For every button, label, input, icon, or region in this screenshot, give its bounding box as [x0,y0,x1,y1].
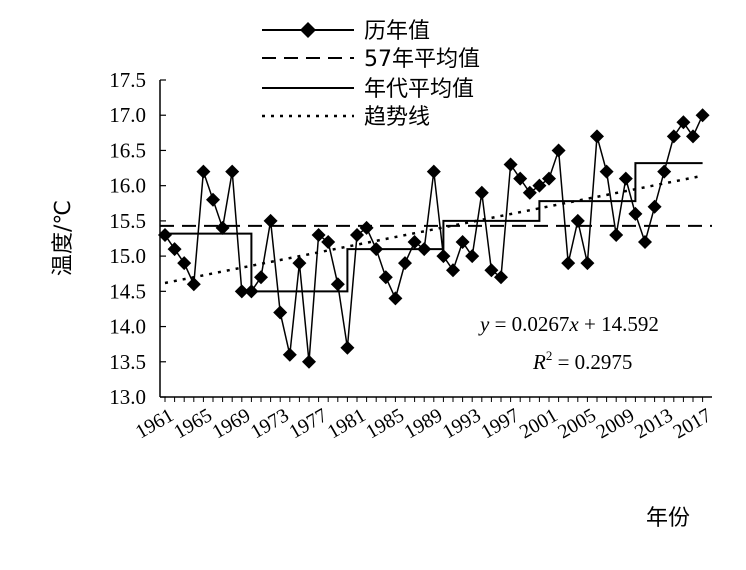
data-point-2017 [695,108,710,123]
data-point-1965 [196,164,211,179]
data-point-2011 [638,235,652,250]
data-point-1989 [426,164,441,179]
data-point-2013 [657,164,672,179]
x-axis-label: 年份 [646,506,690,531]
x-tick-label: 2017 [669,404,715,443]
data-point-1999 [522,185,537,200]
y-tick-label: 13.0 [109,385,146,409]
series-trend [164,174,703,285]
data-point-2012 [647,199,662,214]
data-point-1962 [167,242,182,257]
data-point-1984 [378,270,393,285]
data-point-1996 [494,270,508,285]
y-tick-label: 17.5 [109,68,146,92]
x-axis-ticks: 1961196519691973197719811985198919931997… [132,397,715,443]
decadal-step-path [165,162,703,293]
data-point-2007 [599,164,614,179]
data-point-2004 [570,213,585,228]
legend-label-decadal: 年代平均值 [364,77,474,102]
data-point-1987 [407,235,422,250]
equation-intercept: + 14.592 [579,312,659,336]
data-point-1991 [446,263,460,278]
r-squared-value: = 0.2975 [552,350,632,374]
data-point-1980 [340,340,355,355]
data-point-2005 [580,256,595,271]
data-point-1968 [225,164,240,179]
data-point-1969 [234,284,249,299]
data-point-1972 [263,213,278,228]
data-point-1971 [254,270,268,285]
y-tick-label: 14.0 [109,315,146,339]
data-point-1985 [388,291,403,306]
data-point-2001 [542,171,556,186]
legend-label-trend: 趋势线 [364,105,430,130]
r-superscript: 2 [546,348,553,363]
trend-equation: y = 0.0267x + 14.592 [478,312,659,336]
data-point-1963 [177,256,192,271]
series-annual-markers [158,108,710,369]
series-decadal-mean [165,162,703,293]
data-point-1976 [302,354,316,369]
data-point-2008 [609,227,624,242]
data-point-2006 [590,129,604,144]
data-point-1964 [186,277,201,292]
data-point-1973 [273,305,288,320]
data-point-1974 [282,347,297,362]
data-point-1970 [244,284,259,299]
data-point-1998 [513,171,528,186]
data-point-1961 [158,227,172,242]
y-axis-ticks: 13.0 13.5 14.0 14.5 15.0 15.5 16.0 16.5 17.0 17.5 [109,68,166,409]
data-point-1981 [350,227,364,242]
data-point-1986 [398,256,412,271]
data-point-2015 [676,115,691,130]
data-point-1975 [292,256,307,271]
y-axis-label: 温度/℃ [51,200,76,276]
equation-slope: = 0.0267 [489,312,569,336]
data-point-1967 [215,220,230,235]
y-tick-label: 15.5 [109,209,146,233]
data-point-2014 [666,129,681,144]
y-tick-label: 17.0 [109,103,146,127]
y-tick-label: 15.0 [109,244,146,268]
trend-line-path [164,174,703,285]
data-point-2016 [686,129,700,144]
y-tick-label: 16.5 [109,138,146,162]
data-point-1978 [321,235,336,250]
data-point-1979 [330,277,345,292]
data-point-2009 [618,171,633,186]
r-squared: R2 = 0.2975 [532,348,632,374]
legend: 历年值 57年平均值 年代平均值 趋势线 [262,19,480,130]
r-symbol: R [532,350,546,374]
y-tick-label: 13.5 [109,350,146,374]
data-point-1994 [474,185,489,200]
equation-y-symbol: y [478,312,490,336]
y-tick-label: 16.0 [109,174,146,198]
data-point-1983 [369,242,384,257]
legend-label-mean: 57年平均值 [364,47,480,72]
data-point-1977 [311,227,326,242]
data-point-1966 [206,192,220,207]
data-point-1997 [503,157,518,172]
legend-label-annual: 历年值 [364,19,430,44]
data-point-1990 [436,249,451,264]
equation-x-symbol: x [568,312,579,336]
data-point-2010 [628,206,643,221]
data-point-2000 [532,178,547,193]
data-point-1988 [417,242,432,257]
legend-diamond-marker [300,22,316,38]
data-point-1993 [465,249,480,264]
data-point-1992 [455,235,470,250]
y-tick-label: 14.5 [109,279,146,303]
data-point-1995 [484,263,499,278]
data-point-2002 [551,143,566,158]
data-point-1982 [359,220,374,235]
data-point-2003 [561,256,576,271]
